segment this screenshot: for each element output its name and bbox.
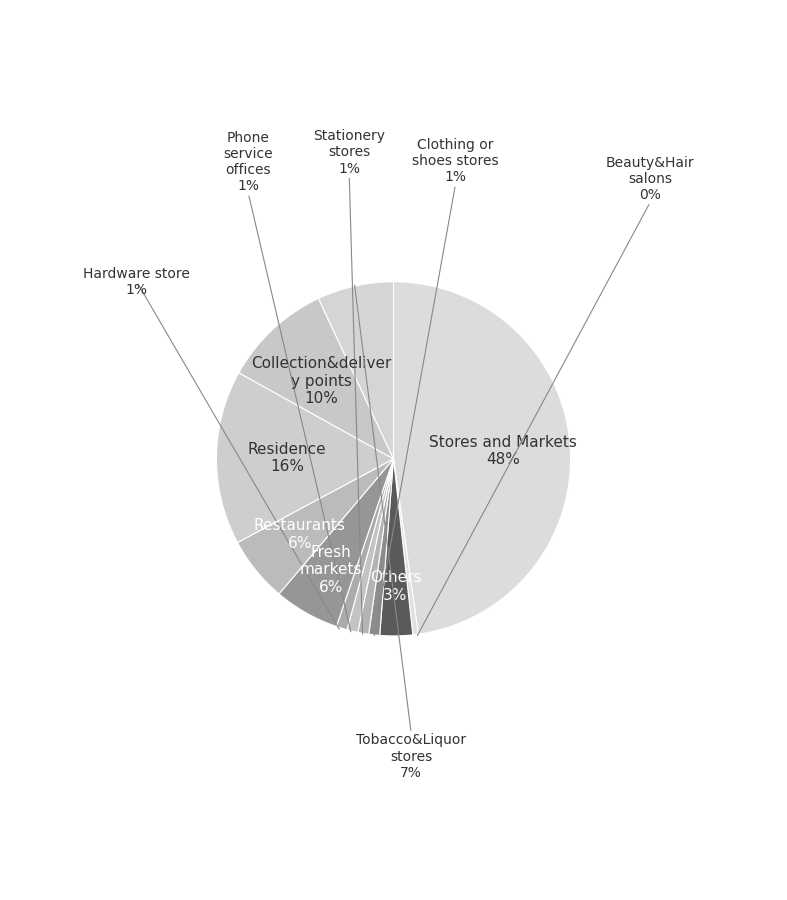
Text: Hardware store
1%: Hardware store 1% [83, 266, 190, 297]
Wedge shape [394, 282, 571, 634]
Text: Tobacco&Liquor
stores
7%: Tobacco&Liquor stores 7% [357, 734, 466, 779]
Text: Phone
service
offices
1%: Phone service offices 1% [224, 130, 273, 194]
Text: Beauty&Hair
salons
0%: Beauty&Hair salons 0% [606, 156, 695, 202]
Wedge shape [394, 459, 419, 634]
Wedge shape [319, 282, 394, 459]
Wedge shape [358, 459, 394, 634]
Text: Restaurants
6%: Restaurants 6% [254, 518, 345, 551]
Text: Stationery
stores
1%: Stationery stores 1% [313, 129, 385, 176]
Wedge shape [368, 459, 394, 635]
Text: Fresh
markets
6%: Fresh markets 6% [299, 544, 362, 595]
Text: Residence
16%: Residence 16% [248, 442, 327, 474]
Wedge shape [238, 459, 394, 594]
Wedge shape [379, 459, 413, 636]
Wedge shape [238, 299, 394, 459]
Wedge shape [216, 373, 394, 543]
Wedge shape [279, 459, 394, 626]
Wedge shape [336, 459, 394, 630]
Text: Others
3%: Others 3% [370, 570, 421, 602]
Wedge shape [347, 459, 394, 633]
Text: Stores and Markets
48%: Stores and Markets 48% [429, 435, 577, 467]
Text: Clothing or
shoes stores
1%: Clothing or shoes stores 1% [412, 138, 499, 184]
Text: Collection&deliver
y points
10%: Collection&deliver y points 10% [251, 356, 391, 406]
